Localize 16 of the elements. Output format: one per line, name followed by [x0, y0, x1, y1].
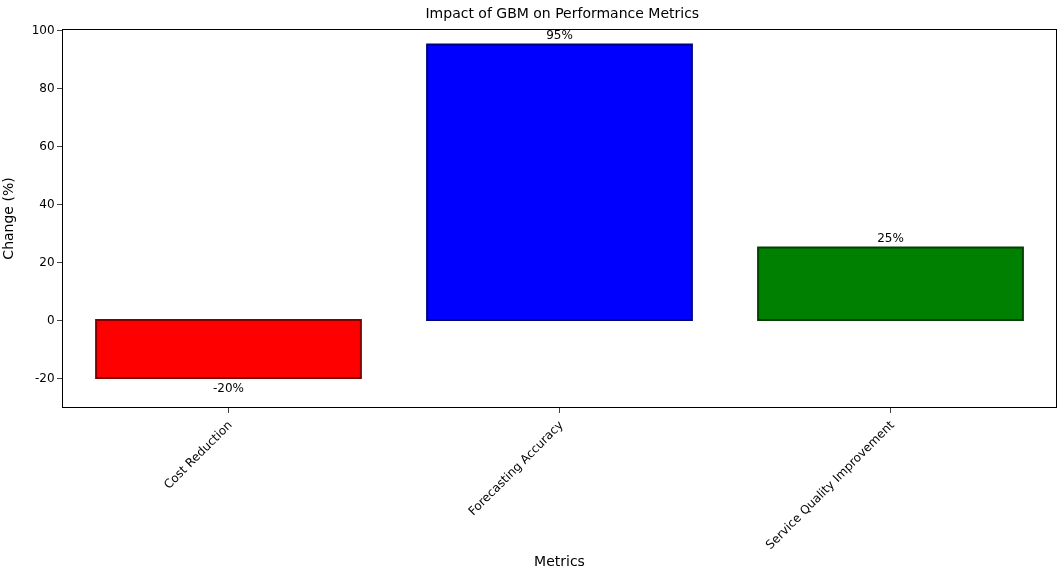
x-axis-title: Metrics — [534, 553, 585, 570]
bar — [757, 246, 1024, 321]
y-tick-label: 80 — [39, 81, 55, 96]
y-tick-label: 40 — [39, 197, 55, 212]
bar — [95, 319, 362, 379]
y-axis-title: Change (%) — [0, 177, 16, 260]
data-label: -20% — [212, 381, 245, 395]
data-label: 95% — [546, 27, 573, 42]
y-tick-label: -20 — [34, 371, 55, 386]
chart-title: Impact of GBM on Performance Metrics — [425, 5, 700, 22]
y-tick-label: 100 — [31, 23, 55, 38]
data-label: 25% — [877, 230, 904, 245]
y-tick-label: 0 — [46, 313, 55, 328]
bar — [426, 43, 693, 321]
y-tick-label: 20 — [39, 255, 55, 270]
y-tick-label: 60 — [39, 139, 55, 154]
